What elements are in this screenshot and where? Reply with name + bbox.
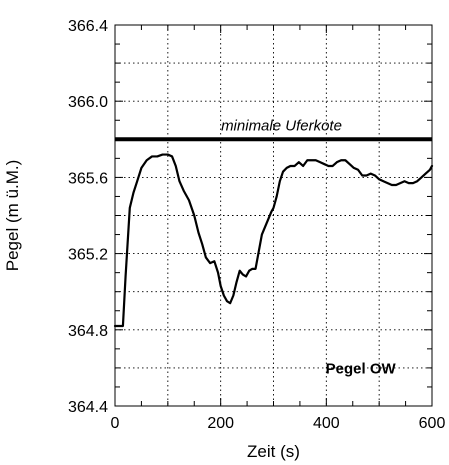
- x-tick-label: 400: [313, 415, 340, 432]
- x-tick-labels: 0 200 400 600: [111, 415, 446, 432]
- x-axis-title: Zeit (s): [247, 442, 300, 461]
- y-axis-title: Pegel (m ü.M.): [3, 160, 22, 271]
- y-tick-labels: 364.4 364.8 365.2 365.6 366.0 366.4: [68, 18, 108, 416]
- series-line: [113, 153, 434, 328]
- x-tick-label: 200: [207, 415, 234, 432]
- x-tick-label: 0: [111, 415, 120, 432]
- plot-frame: [114, 24, 433, 407]
- minor-ticks: [114, 24, 433, 407]
- y-tick-label: 364.8: [68, 323, 108, 340]
- series-annotation: Pegel OW: [326, 361, 397, 378]
- y-tick-label: 365.6: [68, 170, 108, 187]
- y-tick-label: 364.4: [68, 399, 108, 416]
- grid: [115, 25, 432, 406]
- y-tick-label: 366.0: [68, 94, 108, 111]
- y-tick-label: 366.4: [68, 18, 108, 35]
- y-tick-label: 365.2: [68, 247, 108, 264]
- reference-line-label: minimale Uferkote: [221, 117, 342, 134]
- x-tick-label: 600: [419, 415, 446, 432]
